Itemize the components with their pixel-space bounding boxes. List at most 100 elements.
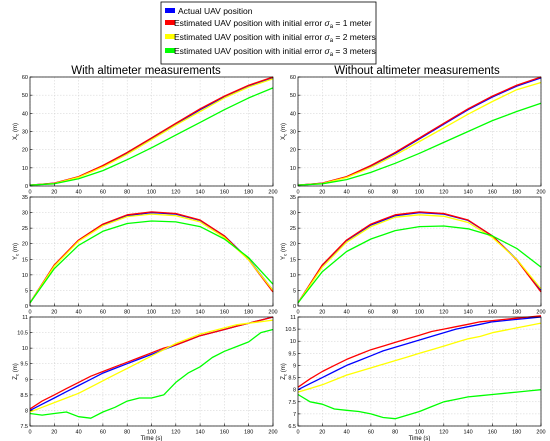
x-tick-label: 160 [220,430,229,436]
series-line [29,87,274,186]
y-tick-label: 6.5 [288,424,296,430]
legend-entry-error-1: Estimated UAV position with initial erro… [165,18,372,30]
x-tick-label: 120 [439,310,448,316]
x-tick-label: 200 [536,310,545,316]
y-tick-label: 8.5 [20,393,28,399]
y-tick-label: 0 [293,304,296,310]
x-tick-label: 80 [124,310,130,316]
column-title-left: With altimeter measurements [71,65,221,77]
y-tick-label: 7.5 [20,424,28,430]
chart-panel: 0 20 40 60 80 100 120 140 160 180 200 7.5 8 8.5 9 9.5 10… [13,315,278,441]
y-tick-label: 8 [25,408,28,414]
y-axis-label: Xc (m) [281,123,288,140]
x-tick-label: 80 [392,430,398,436]
x-tick-label: 160 [220,310,229,316]
x-tick-label: 100 [415,310,424,316]
x-tick-label: 20 [51,310,57,316]
y-axis-label: Xc (m) [13,123,20,140]
x-tick-label: 20 [51,190,57,196]
x-tick-label: 100 [147,430,156,436]
y-tick-label: 10 [290,273,296,279]
x-tick-label: 20 [319,310,325,316]
series-line [297,315,542,388]
x-tick-label: 40 [344,190,350,196]
y-tick-label: 10 [290,339,296,345]
series-line [29,220,274,304]
series-line [297,225,542,304]
legend-label: Estimated UAV position with initial erro… [174,18,372,30]
x-tick-label: 0 [28,310,31,316]
y-tick-label: 11 [22,315,28,321]
x-tick-label: 200 [268,190,277,196]
chart-panel: 0 20 40 60 80 100 120 140 160 180 200 6.5 7 7.5 8 8.5 9 9… [281,315,546,441]
legend-swatch [165,20,175,25]
y-tick-label: 30 [290,130,296,136]
y-tick-label: 25 [290,226,296,232]
legend-label: Estimated UAV position with initial erro… [174,46,376,58]
x-tick-label: 80 [124,430,130,436]
y-axis-label: Zc (m) [281,363,288,380]
chart-panel: 0 20 40 60 80 100 120 140 160 180 200 0 5 10 15 20 25 30 3… [13,195,278,316]
y-tick-label: 30 [22,130,28,136]
y-tick-label: 8 [293,388,296,394]
x-tick-label: 180 [512,430,521,436]
legend-swatch [165,48,175,53]
x-tick-label: 160 [488,430,497,436]
series-line [29,328,274,419]
x-tick-label: 20 [319,430,325,436]
series-line [297,322,542,393]
x-tick-label: 180 [512,190,521,196]
x-tick-label: 120 [439,190,448,196]
chart-panel: 0 20 40 60 80 100 120 140 160 180 200 0 10 20 30 40 50 60… [281,75,546,196]
x-tick-label: 0 [296,190,299,196]
x-tick-label: 0 [296,430,299,436]
x-tick-label: 40 [76,310,82,316]
chart-panel: 0 20 40 60 80 100 120 140 160 180 200 0 10 20 30 40 50 60… [13,75,278,196]
y-tick-label: 25 [22,226,28,232]
x-tick-label: 200 [536,430,545,436]
x-tick-label: 140 [196,190,205,196]
y-tick-label: 50 [22,93,28,99]
y-tick-label: 5 [25,288,28,294]
y-tick-label: 30 [22,211,28,217]
legend-entry-actual: Actual UAV position [165,6,253,16]
x-tick-label: 180 [244,310,253,316]
legend-entry-error-2: Estimated UAV position with initial erro… [165,32,376,44]
x-tick-label: 100 [147,310,156,316]
x-tick-label: 0 [296,310,299,316]
y-tick-label: 0 [293,184,296,190]
x-tick-label: 40 [76,430,82,436]
x-tick-label: 60 [368,310,374,316]
legend-swatch [165,34,175,39]
y-tick-label: 9 [25,377,28,383]
series-line [297,316,542,391]
y-tick-label: 10.5 [285,327,296,333]
y-tick-label: 10 [22,273,28,279]
x-tick-label: 60 [100,430,106,436]
x-tick-label: 140 [196,310,205,316]
y-tick-label: 20 [22,242,28,248]
y-tick-label: 30 [290,211,296,217]
y-axis-label: Yc (m) [13,243,20,260]
x-tick-label: 120 [171,190,180,196]
x-tick-label: 0 [28,430,31,436]
chart-panel: 0 20 40 60 80 100 120 140 160 180 200 0 5 10 15 20 25 30 3… [281,195,546,316]
legend-box [160,1,377,65]
x-tick-label: 140 [196,430,205,436]
x-tick-label: 40 [344,310,350,316]
y-tick-label: 0 [25,184,28,190]
x-tick-label: 60 [368,430,374,436]
y-tick-label: 40 [22,111,28,117]
x-axis-label: Time (s) [141,436,163,441]
x-tick-label: 160 [488,190,497,196]
y-tick-label: 10 [22,166,28,172]
x-tick-label: 180 [244,190,253,196]
y-tick-label: 35 [290,195,296,201]
y-tick-label: 11 [290,315,296,321]
x-tick-label: 60 [368,190,374,196]
series-line [297,76,542,186]
x-axis-label: Time (s) [409,436,431,441]
y-tick-label: 8.5 [288,376,296,382]
y-tick-label: 20 [290,242,296,248]
